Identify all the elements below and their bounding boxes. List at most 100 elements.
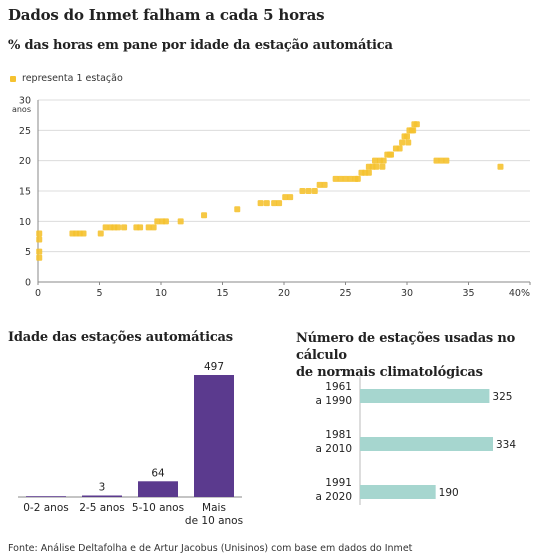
scatter-point [373,163,380,170]
scatter-point [263,200,270,207]
y-tick-label: 25 [19,126,31,137]
x-tick-label: 5 [96,288,102,299]
scatter-point [438,157,445,164]
y-tick-label: 10 [19,217,31,228]
x-tick-label: 35 [462,288,474,299]
y-tick-label: 30 [19,96,31,107]
scatter-point [311,188,318,194]
x-tick-label: 0 [35,288,41,299]
scatter-point [316,181,323,188]
page-title: Dados do Inmet falham a cada 5 horas [8,6,325,24]
scatter-point [102,224,109,231]
scatter-chart-title: % das horas em pane por idade da estação… [8,38,393,53]
normals-category-label: 1961 [325,381,352,393]
scatter-point [145,224,152,231]
y-tick-label: 5 [25,247,31,258]
normals-title-line-2: de normais climatológicas [296,365,483,380]
scatter-point [433,157,440,164]
normals-bar [360,485,436,499]
scatter-point [405,139,412,146]
scatter-point [177,218,184,225]
normals-value-label: 334 [496,439,516,451]
scatter-point [150,224,157,231]
bar-value-label: 64 [151,467,165,479]
scatter-point [97,230,104,237]
age-chart-title: Idade das estações automáticas [8,330,233,345]
scatter-point [137,224,144,231]
scatter-legend: representa 1 estação [10,73,123,84]
normals-value-label: 190 [439,487,459,499]
scatter-point [121,224,128,231]
scatter-point [386,151,393,158]
scatter-point [332,175,339,182]
bar-category-label: Mais [202,502,226,514]
age-bar [82,495,122,497]
scatter-point [413,121,420,128]
scatter-point [321,181,328,188]
x-tick-label: 20 [278,288,290,299]
scatter-point [36,248,43,255]
scatter-point [36,236,43,243]
scatter-point [271,200,278,207]
scatter-point [305,188,312,194]
scatter-point [354,175,361,182]
bar-category-label: de 10 anos [185,515,243,527]
scatter-point [404,133,410,140]
scatter-point [347,175,354,182]
scatter-point [337,175,344,182]
normals-category-label: a 2010 [316,443,353,455]
x-tick-label: 30 [401,288,413,299]
scatter-point [162,218,169,225]
normals-title-line-1: Número de estações usadas no cálculo [296,331,516,363]
bar-category-label: 0-2 anos [23,502,68,514]
scatter-point [276,200,283,207]
x-tick-label: 40% [509,288,530,299]
scatter-point [299,188,306,194]
scatter-point [287,194,294,201]
x-tick-label: 10 [155,288,167,299]
scatter-point [379,163,386,170]
scatter-point [80,230,87,237]
legend-label: representa 1 estação [22,73,123,84]
scatter-point [234,206,241,213]
scatter-point [257,200,264,207]
age-bar [194,375,234,497]
normals-bar [360,389,490,403]
scatter-point [154,218,161,225]
scatter-point [399,139,406,146]
scatter-point [342,175,349,182]
scatter-point [36,230,43,237]
legend-swatch [10,75,16,82]
normals-category-label: 1981 [325,429,352,441]
normals-bar-chart: 325 1961 a 1990 334 1981 a 2010 190 1991 a 2020 [316,375,516,505]
scatter-point [396,145,403,152]
normals-category-label: a 2020 [316,491,353,503]
bar-category-label: 2-5 anos [79,502,124,514]
scatter-point [36,254,43,261]
scatter-point [372,157,379,164]
normals-category-label: 1991 [325,477,352,489]
x-tick-label: 15 [216,288,228,299]
source-note: Fonte: Análise Deltafolha e de Artur Jac… [8,543,413,554]
scatter-point [282,194,289,201]
bar-value-label: 3 [99,482,106,494]
scatter-point [380,157,387,164]
normals-bar [360,437,493,451]
scatter-point [365,169,372,176]
scatter-point [410,127,417,134]
scatter-point [201,212,208,219]
normals-chart-title: Número de estações usadas no cálculo de … [296,330,548,381]
bar-category-label: 5-10 anos [132,502,184,514]
x-tick-label: 25 [339,288,351,299]
scatter-point [443,157,450,164]
age-bar [26,496,66,497]
age-bar [138,481,178,497]
y-tick-label: 0 [25,278,31,289]
scatter-point [497,163,504,170]
normals-category-label: a 1990 [316,395,353,407]
scatter-point [114,224,121,231]
y-tick-label: 15 [19,187,31,198]
y-axis-label: anos [12,105,31,114]
